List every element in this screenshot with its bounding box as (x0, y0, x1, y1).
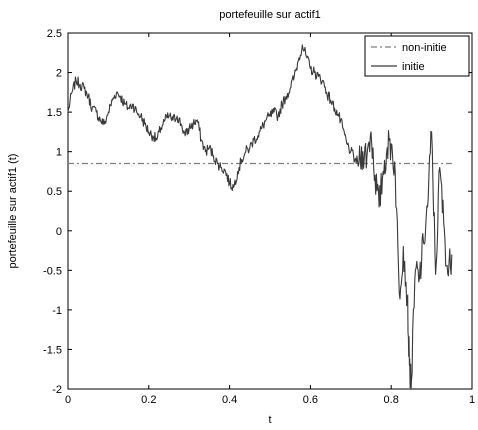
y-tick-label: 2 (56, 68, 62, 80)
y-axis-label: portefeuille sur actif1 (t) (7, 154, 19, 269)
legend-box (364, 35, 470, 77)
x-tick-label: 1 (469, 394, 475, 406)
series-line-initie (67, 44, 453, 390)
x-tick-label: 0.4 (222, 394, 237, 406)
x-axis-label: t (268, 414, 271, 426)
x-tick-label: 0.2 (141, 394, 156, 406)
legend-label-non-initie: non-initie (402, 42, 447, 54)
x-tick-label: 0.8 (384, 394, 399, 406)
chart-title: portefeuille sur actif1 (219, 9, 321, 21)
y-tick-label: 1.5 (47, 107, 62, 119)
y-tick-label: 0.5 (47, 186, 62, 198)
plot-area (67, 32, 473, 390)
series-layer (67, 44, 453, 390)
axis-ticks: 0 0.2 0.4 0.6 0.8 1 2.5 2 1.5 1 0.5 0 -0.5 -1 -1.5 -2 (43, 28, 475, 406)
legend: non-initie initie (364, 35, 470, 77)
y-tick-label: -0.5 (43, 265, 62, 277)
y-tick-label: 0 (56, 226, 62, 238)
y-tick-label: -1 (52, 305, 62, 317)
y-tick-label: -2 (52, 384, 62, 396)
y-tick-label: 1 (56, 147, 62, 159)
y-tick-label: 2.5 (47, 28, 62, 40)
y-tick-label: -1.5 (43, 344, 62, 356)
x-tick-label: 0.6 (303, 394, 318, 406)
x-tick-label: 0 (65, 394, 71, 406)
legend-label-initie: initie (402, 61, 425, 73)
